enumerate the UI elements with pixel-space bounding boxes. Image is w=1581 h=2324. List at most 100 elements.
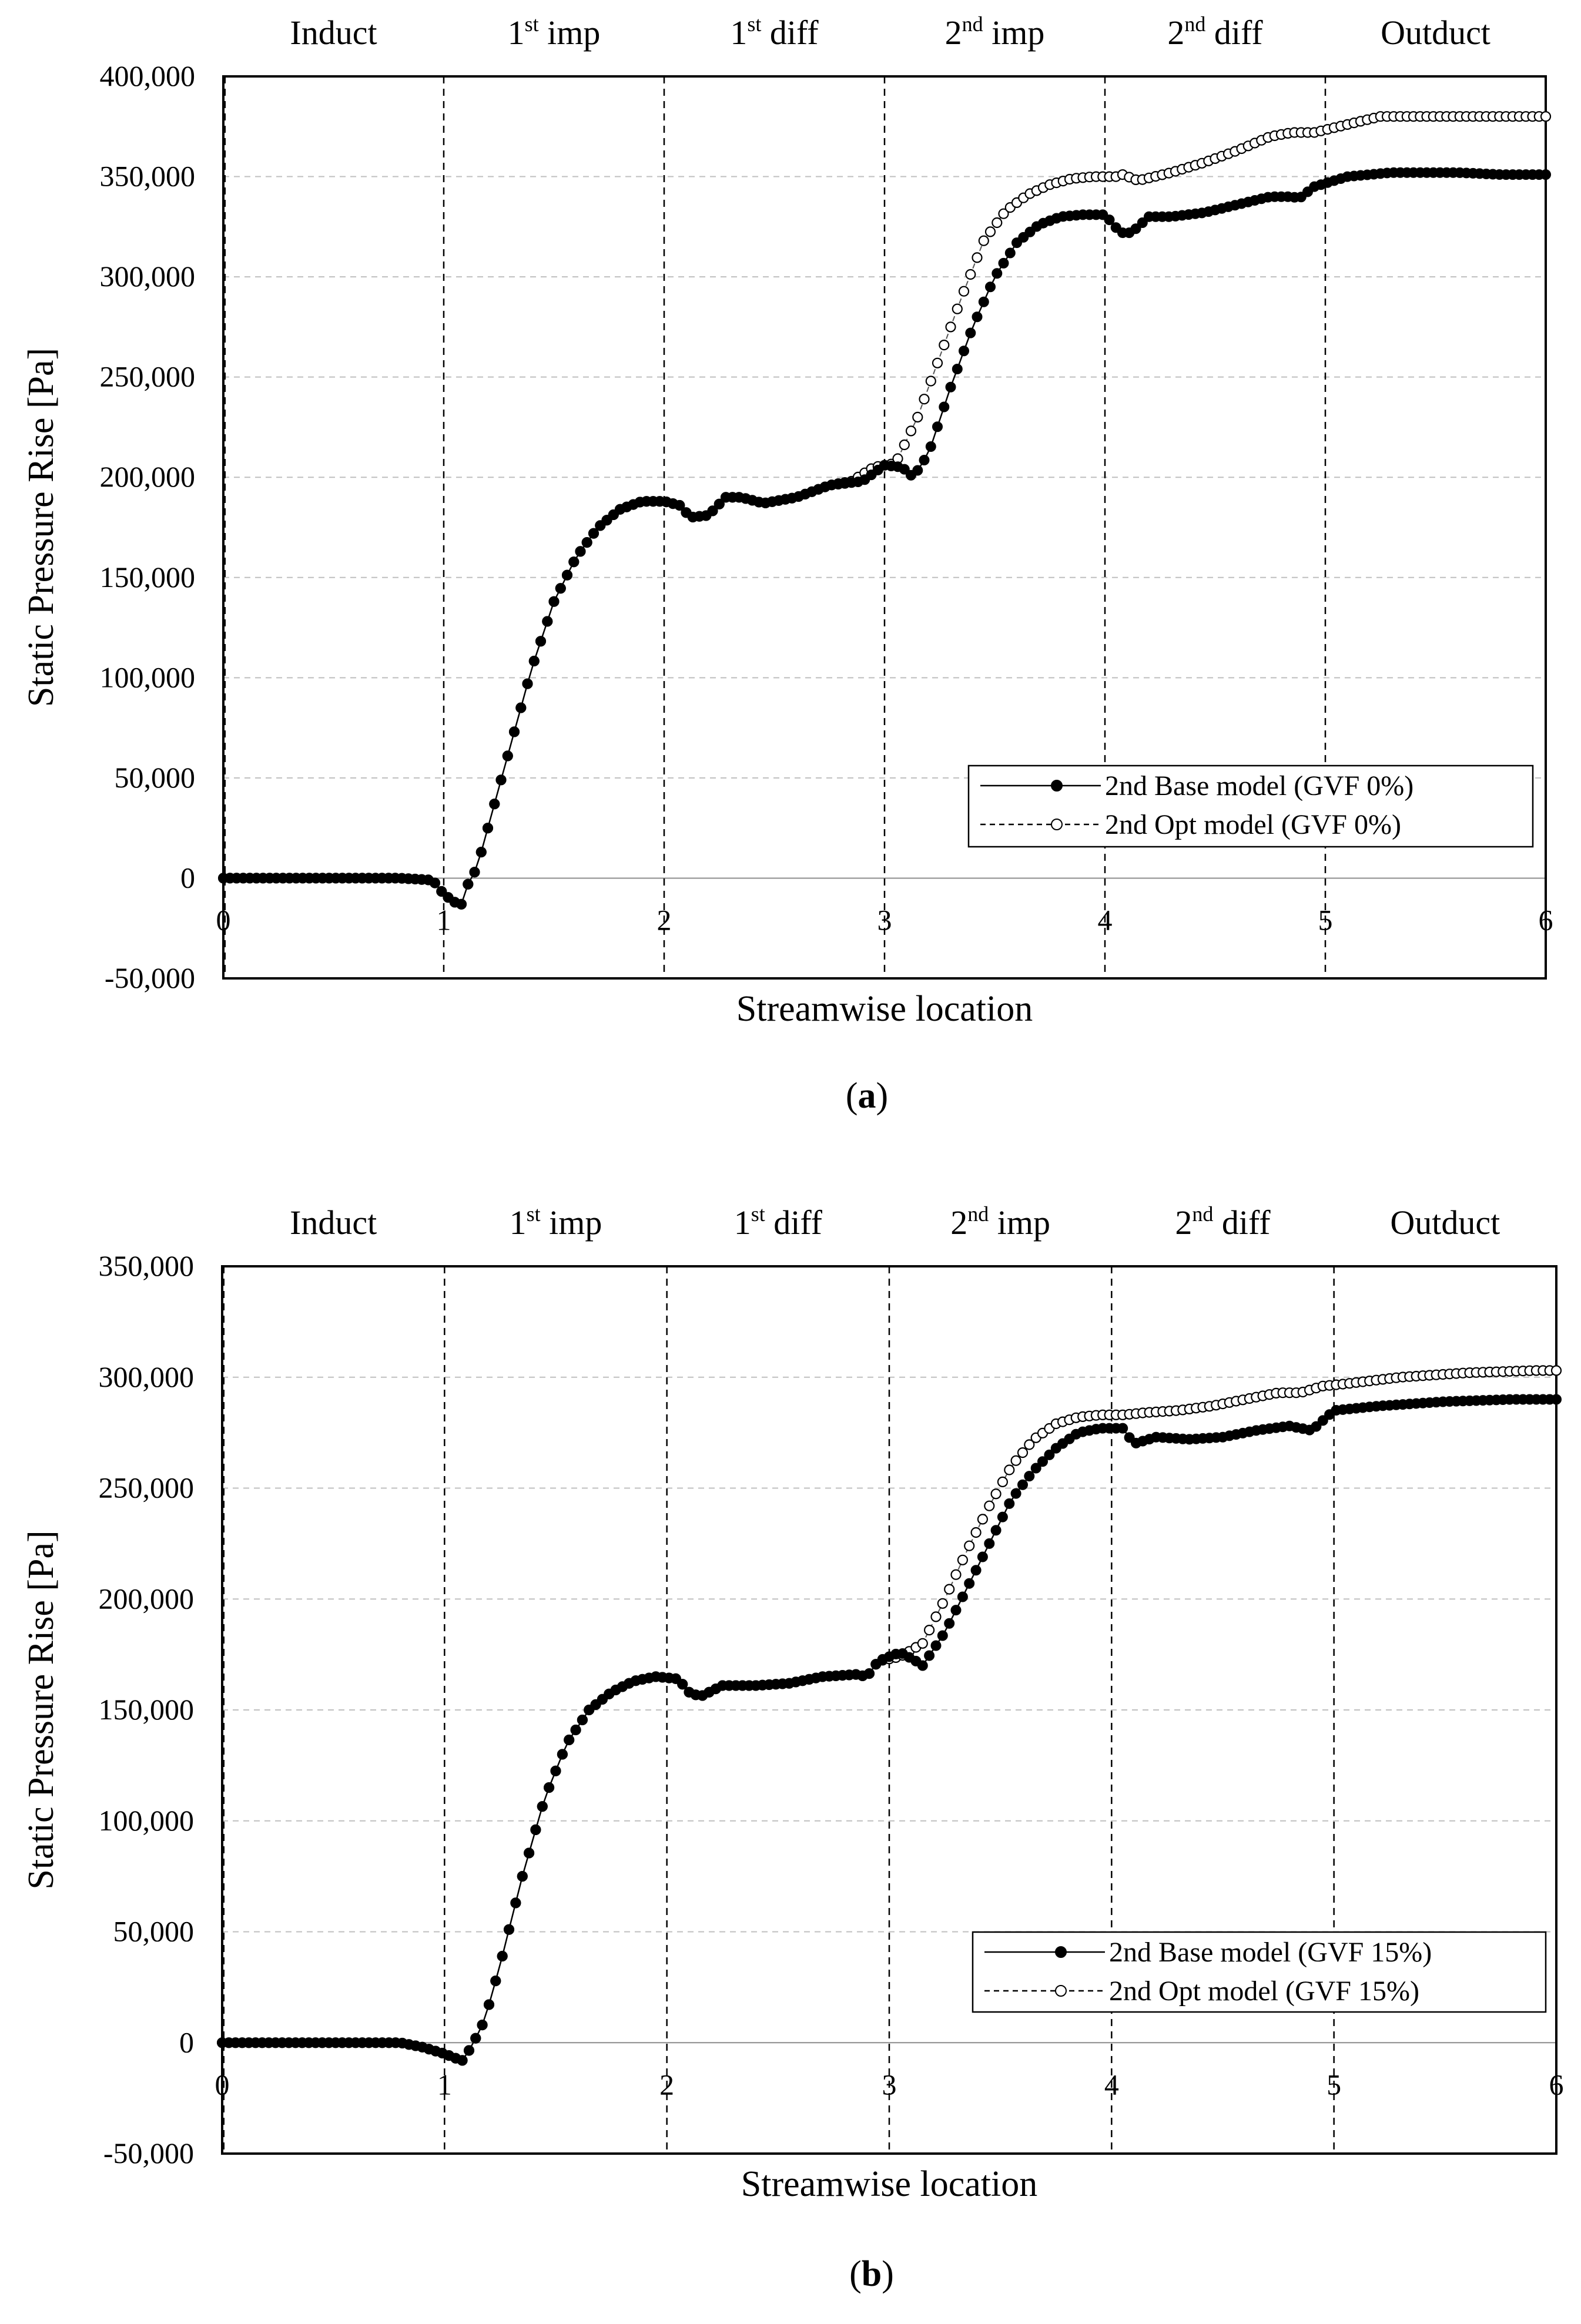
data-point [1017,1447,1029,1458]
data-point [1104,214,1115,226]
x-tick-label: 1 [437,2068,452,2101]
data-point [524,1847,535,1859]
data-point [456,898,467,910]
data-point [477,2020,488,2031]
legend-label: 2nd Opt model (GVF 0%) [1105,809,1401,840]
region-label: 1st imp [510,1202,602,1242]
data-point [1044,1449,1055,1460]
data-point [517,1871,528,1882]
data-point [990,1488,1001,1500]
data-point [944,1584,955,1595]
x-tick-label: 6 [1549,2068,1564,2101]
data-point [1137,217,1148,228]
data-point [537,1801,548,1812]
y-tick-label: 350,000 [99,1249,195,1282]
data-point [972,311,983,323]
data-point [945,381,956,393]
data-point [1317,1415,1328,1426]
data-point [707,505,718,517]
region-label: 2nd diff [1175,1202,1271,1242]
chart-panel-b: -50,000 0 50,000 100,000 150,000 200,000 250,0… [21,1202,1564,2294]
data-point [483,823,493,834]
legend-label: 2nd Base model (GVF 0%) [1105,770,1413,802]
data-point [864,1668,875,1679]
x-axis-title: Streamwise location [736,989,1033,1029]
y-tick-label: 300,000 [99,1360,195,1393]
data-point [978,296,989,307]
data-point [984,1538,995,1549]
data-point [568,556,580,568]
data-point [550,1765,561,1776]
y-tick-label: 200,000 [99,1582,195,1615]
data-point [952,303,963,314]
data-point [1024,1471,1035,1482]
data-point [978,235,989,246]
data-point [977,1514,989,1525]
data-point [964,1540,975,1551]
region-label: Induct [290,1203,377,1242]
data-point [905,425,917,437]
x-tick-label: 0 [216,903,231,936]
data-point [972,252,983,263]
data-point [502,750,513,762]
data-point [932,421,943,432]
data-point [919,455,930,465]
data-point [1130,223,1141,234]
data-point [998,208,1009,219]
data-point [548,596,560,607]
data-point [985,281,996,293]
legend-marker [1051,819,1063,830]
y-tick-label: 250,000 [100,360,196,393]
data-point [912,411,923,423]
data-point [1030,1463,1041,1474]
data-point [484,1999,494,2010]
series-markers [218,167,1551,910]
region-label: 2nd imp [945,12,1045,52]
y-axis-title: Static Pressure Rise [Pa] [21,348,61,707]
x-tick-label: 3 [882,2068,897,2101]
data-point [958,286,970,297]
region-label: Induct [290,14,377,52]
data-point [509,726,520,737]
data-point [1010,1455,1021,1466]
data-point [463,878,474,890]
region-label: Outduct [1381,14,1490,52]
data-point [899,464,910,475]
y-tick-label: 250,000 [99,1471,195,1504]
y-tick-label: 100,000 [100,660,196,693]
legend-marker [1051,780,1063,792]
plot-frame [221,1265,1557,2155]
data-point [535,636,546,647]
legend-box [967,764,1534,848]
x-tick-label: 2 [659,2068,674,2101]
y-tick-label: 350,000 [100,160,196,193]
x-tick-label: 2 [657,903,672,936]
data-point [475,847,487,858]
x-tick-label: 5 [1318,903,1333,936]
region-label: 1st imp [508,12,601,52]
data-point [952,364,963,374]
data-point [930,1640,942,1651]
data-point [510,1897,521,1909]
data-point [917,1660,928,1671]
data-point [919,394,930,405]
y-tick-label: 50,000 [115,761,196,794]
data-point [430,877,440,888]
panel-caption: (b) [849,2254,894,2294]
y-tick-label: -50,000 [103,2137,194,2169]
data-point [1017,1479,1028,1490]
data-point [577,1715,588,1725]
region-label: 1st diff [730,12,819,52]
data-point [1540,169,1551,180]
data-point [937,1630,948,1641]
plot-frame [222,75,1547,980]
y-tick-label: 200,000 [100,460,196,493]
data-point [1540,111,1552,122]
data-point [944,1618,955,1629]
data-point [957,1554,969,1565]
y-tick-label: 400,000 [100,59,196,92]
data-point [965,269,976,280]
data-point [912,465,923,476]
x-tick-label: 1 [437,903,451,936]
